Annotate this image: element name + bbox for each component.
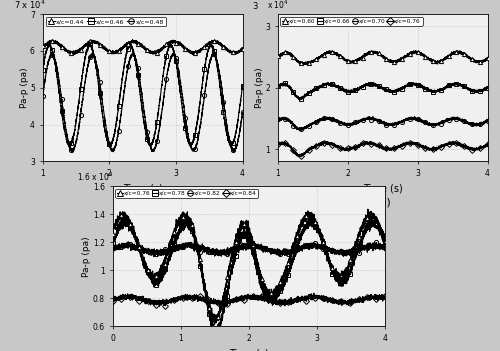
Text: (a): (a) <box>134 198 150 208</box>
X-axis label: Time (s): Time (s) <box>229 349 268 351</box>
Text: 1.6 x 10$^4$: 1.6 x 10$^4$ <box>77 171 114 183</box>
Legend: x/c=0.76, x/c=0.78, x/c=0.82, x/c=0.84: x/c=0.76, x/c=0.78, x/c=0.82, x/c=0.84 <box>116 189 258 198</box>
X-axis label: Time (s): Time (s) <box>362 184 403 194</box>
Text: (b): (b) <box>374 198 390 208</box>
Legend: x/c=0.44, x/c=0.46, x/c=0.48: x/c=0.44, x/c=0.46, x/c=0.48 <box>46 17 166 26</box>
Y-axis label: Pa-p (pa): Pa-p (pa) <box>20 67 28 108</box>
X-axis label: Time (s): Time (s) <box>122 184 162 194</box>
Text: x 10$^4$: x 10$^4$ <box>267 0 289 11</box>
Legend: x/c=0.60, x/c=0.66, x/c=0.70, x/c=0.76: x/c=0.60, x/c=0.66, x/c=0.70, x/c=0.76 <box>280 17 422 26</box>
Text: 7 x 10$^4$: 7 x 10$^4$ <box>14 0 46 11</box>
Text: 3: 3 <box>252 2 258 11</box>
Y-axis label: Pa-p (pa): Pa-p (pa) <box>254 67 264 108</box>
Y-axis label: Pa-p (pa): Pa-p (pa) <box>82 236 92 277</box>
